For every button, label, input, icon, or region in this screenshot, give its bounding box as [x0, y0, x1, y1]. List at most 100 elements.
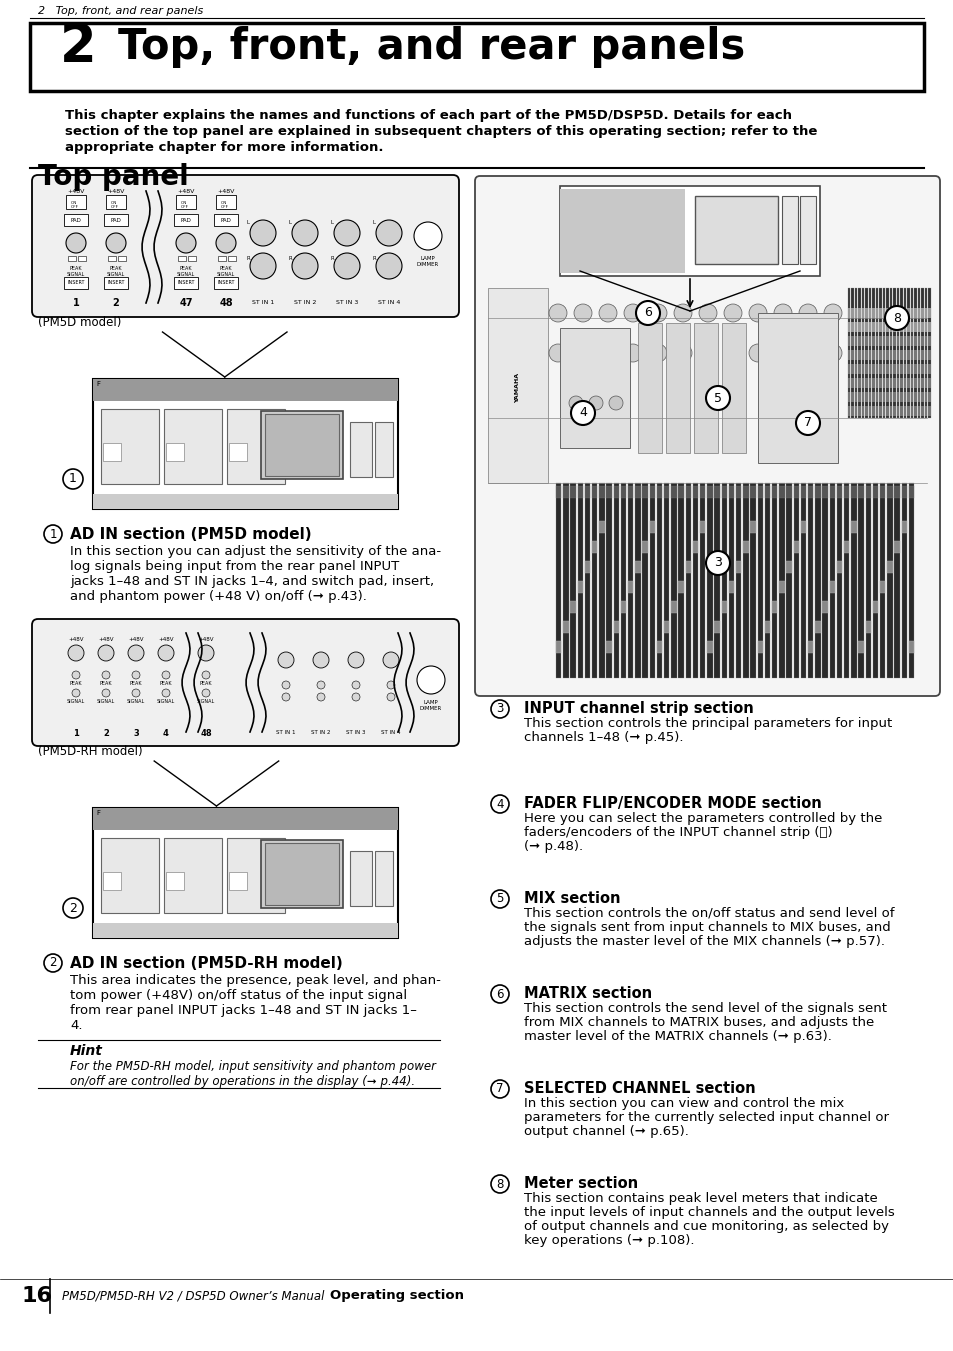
- Text: R: R: [373, 257, 376, 262]
- Circle shape: [636, 301, 659, 326]
- Bar: [847, 363, 850, 374]
- Bar: [178, 255, 186, 261]
- Bar: [914, 350, 916, 359]
- Bar: [868, 308, 871, 317]
- Text: 1: 1: [50, 527, 56, 540]
- Bar: [868, 322, 871, 332]
- Text: 5: 5: [496, 893, 503, 905]
- Bar: [921, 308, 923, 317]
- Bar: [903, 407, 905, 416]
- Bar: [815, 486, 820, 499]
- Bar: [265, 843, 338, 905]
- Text: 7: 7: [496, 1082, 503, 1096]
- Bar: [103, 443, 121, 461]
- Bar: [872, 407, 874, 416]
- Bar: [917, 308, 920, 317]
- Circle shape: [823, 304, 841, 322]
- Text: +48V: +48V: [158, 638, 173, 642]
- Bar: [875, 288, 878, 417]
- Bar: [671, 484, 676, 678]
- Text: section of the top panel are explained in subsequent chapters of this operating : section of the top panel are explained i…: [65, 126, 817, 138]
- Bar: [894, 484, 899, 678]
- Text: SIGNAL: SIGNAL: [176, 273, 195, 277]
- Bar: [864, 363, 867, 374]
- Text: 4: 4: [163, 728, 169, 738]
- Text: PAD: PAD: [111, 218, 121, 223]
- Bar: [173, 277, 198, 289]
- Bar: [665, 323, 689, 453]
- Bar: [875, 363, 878, 374]
- Bar: [30, 23, 923, 91]
- Text: This section controls the on/off status and send level of: This section controls the on/off status …: [523, 907, 894, 920]
- Text: 8: 8: [892, 312, 900, 324]
- Text: log signals being input from the rear panel INPUT: log signals being input from the rear pa…: [70, 561, 399, 573]
- Bar: [900, 288, 902, 417]
- Bar: [862, 378, 863, 388]
- Bar: [764, 486, 769, 499]
- Bar: [218, 255, 226, 261]
- Text: PEAK: PEAK: [179, 266, 193, 272]
- Bar: [228, 255, 235, 261]
- Text: L: L: [289, 220, 292, 226]
- Bar: [894, 540, 899, 553]
- Bar: [858, 484, 863, 678]
- FancyBboxPatch shape: [475, 176, 939, 696]
- Circle shape: [705, 386, 729, 409]
- Bar: [889, 308, 892, 317]
- Text: INSERT: INSERT: [217, 281, 234, 285]
- Text: PEAK: PEAK: [199, 681, 213, 686]
- Bar: [914, 378, 916, 388]
- Bar: [678, 581, 683, 593]
- Circle shape: [387, 693, 395, 701]
- Bar: [847, 288, 850, 417]
- Bar: [893, 322, 895, 332]
- Circle shape: [884, 305, 908, 330]
- Text: (PM5D-RH model): (PM5D-RH model): [38, 744, 143, 758]
- Circle shape: [574, 345, 592, 362]
- Bar: [92, 380, 397, 401]
- Text: +48V: +48V: [68, 189, 85, 195]
- Bar: [858, 350, 861, 359]
- Text: SIGNAL: SIGNAL: [196, 698, 214, 704]
- Bar: [771, 601, 777, 613]
- Text: ST IN 4: ST IN 4: [381, 731, 400, 735]
- Bar: [735, 486, 740, 499]
- Circle shape: [491, 1175, 509, 1193]
- Bar: [900, 378, 902, 388]
- Text: AD IN section (PM5D model): AD IN section (PM5D model): [70, 527, 312, 542]
- Bar: [693, 323, 718, 453]
- Bar: [864, 308, 867, 317]
- Bar: [882, 322, 884, 332]
- Bar: [800, 521, 805, 534]
- Bar: [917, 350, 920, 359]
- Text: 47: 47: [179, 299, 193, 308]
- Bar: [914, 392, 916, 403]
- Text: SIGNAL: SIGNAL: [67, 273, 85, 277]
- Bar: [886, 486, 892, 499]
- Bar: [896, 392, 899, 403]
- Bar: [858, 378, 861, 388]
- Circle shape: [491, 1079, 509, 1098]
- Text: tom power (+48V) on/off status of the input signal: tom power (+48V) on/off status of the in…: [70, 989, 407, 1002]
- Bar: [921, 407, 923, 416]
- Bar: [879, 350, 882, 359]
- Bar: [917, 407, 920, 416]
- Bar: [556, 484, 561, 678]
- Circle shape: [63, 469, 83, 489]
- Bar: [847, 308, 850, 317]
- Bar: [858, 322, 861, 332]
- Circle shape: [132, 671, 140, 680]
- Circle shape: [375, 220, 401, 246]
- Bar: [847, 392, 850, 403]
- Circle shape: [416, 666, 444, 694]
- Bar: [914, 308, 916, 317]
- Circle shape: [723, 304, 741, 322]
- Circle shape: [215, 232, 235, 253]
- Circle shape: [162, 689, 170, 697]
- Bar: [864, 392, 867, 403]
- Text: 1: 1: [73, 728, 79, 738]
- Bar: [885, 407, 888, 416]
- Bar: [910, 336, 913, 346]
- Text: channels 1–48 (➞ p.45).: channels 1–48 (➞ p.45).: [523, 731, 682, 744]
- Bar: [742, 484, 748, 678]
